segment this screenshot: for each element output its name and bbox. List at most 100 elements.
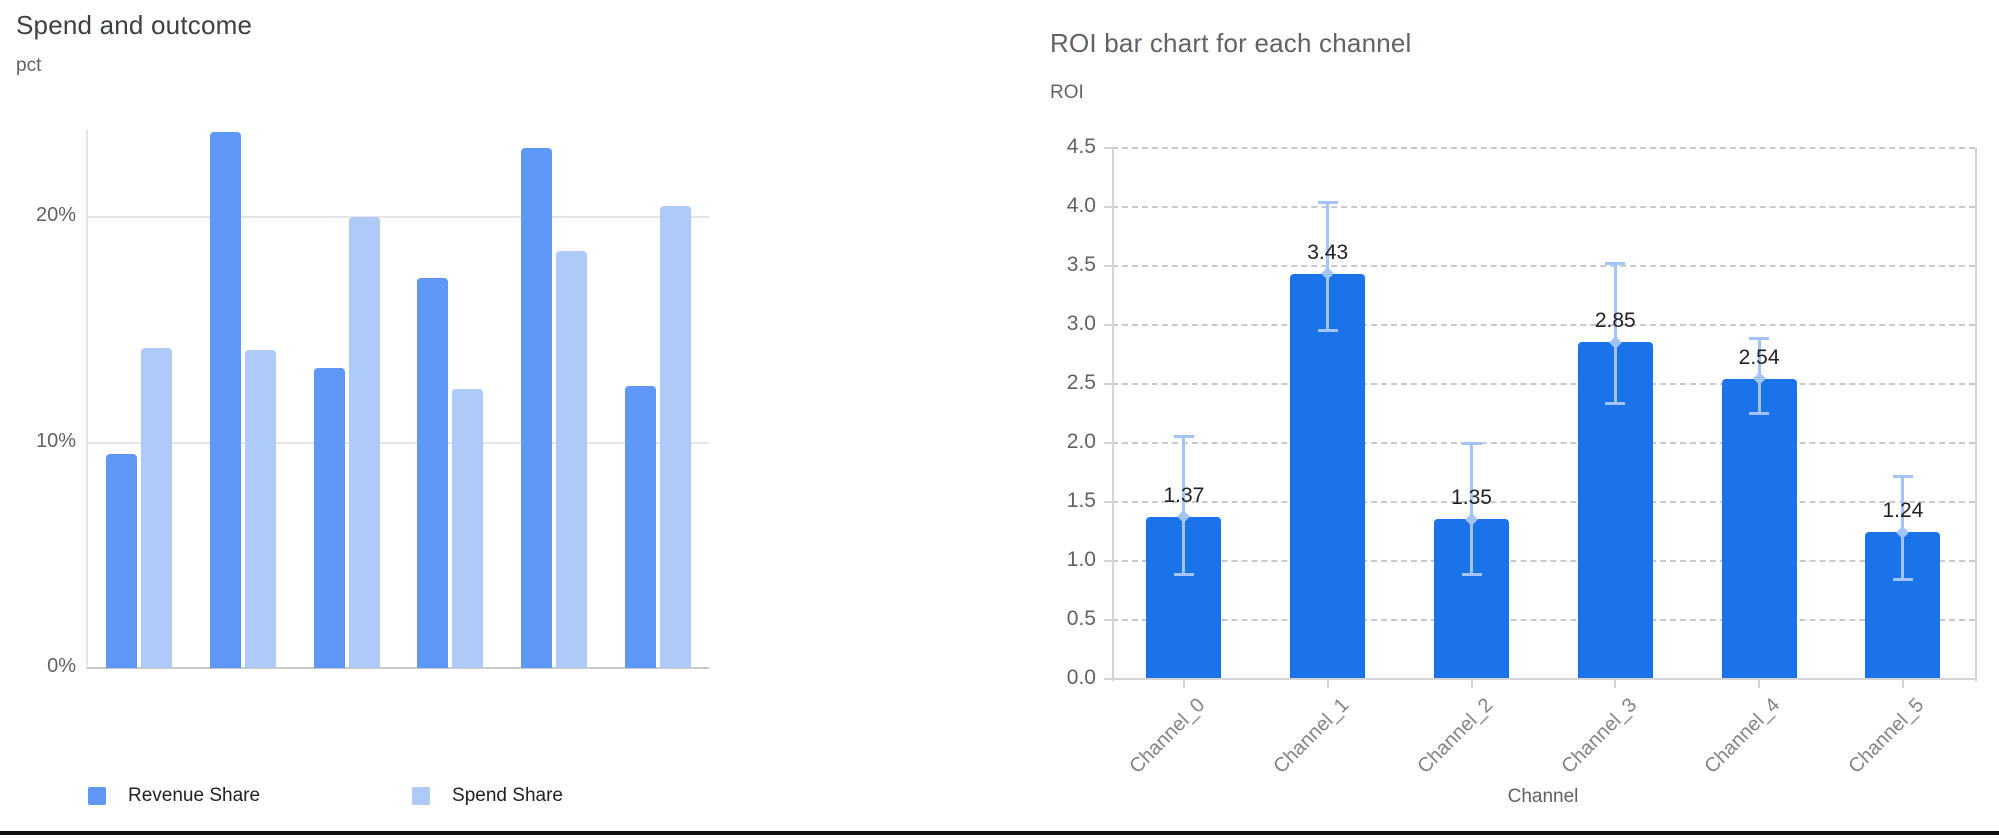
left-gridline-0% bbox=[86, 667, 709, 669]
legend-label-revenue-share: Revenue Share bbox=[128, 785, 261, 806]
right-chart-x-axis-title: Channel bbox=[1507, 786, 1579, 807]
right-x-tick-label-channel_3: Channel_3 bbox=[1556, 694, 1641, 778]
right-y-tick-label: 4.0 bbox=[1066, 193, 1096, 217]
right-y-tick-label: 0.5 bbox=[1066, 606, 1096, 630]
roi-error-cap-bottom-channel_0 bbox=[1173, 573, 1194, 577]
left-y-axis-line bbox=[86, 130, 88, 668]
roi-error-cap-bottom-channel_1 bbox=[1317, 328, 1338, 332]
right-x-tickmark-channel_5 bbox=[1901, 679, 1904, 688]
left-chart-title: Spend and outcome bbox=[16, 10, 252, 41]
roi-value-label-channel_0: 1.37 bbox=[1163, 483, 1205, 507]
right-y-tick-label: 3.0 bbox=[1066, 311, 1096, 335]
roi-error-cap-top-channel_1 bbox=[1317, 201, 1338, 205]
right-x-tickmark-channel_4 bbox=[1758, 679, 1761, 688]
right-gridline-2.0 bbox=[1112, 441, 1975, 444]
roi-error-line-channel_0 bbox=[1182, 436, 1186, 575]
legend-swatch-spend-share bbox=[412, 787, 431, 805]
left-bar-spend-share-channel_2 bbox=[348, 217, 380, 668]
right-plot-right-spine bbox=[1975, 147, 1977, 681]
bottom-border-line bbox=[0, 831, 1999, 835]
right-gridline-3.5 bbox=[1112, 264, 1975, 267]
roi-error-line-channel_1 bbox=[1326, 202, 1330, 331]
right-y-tick-label: 1.5 bbox=[1066, 488, 1096, 512]
roi-value-label-channel_1: 3.43 bbox=[1307, 240, 1349, 264]
roi-value-label-channel_5: 1.24 bbox=[1882, 499, 1924, 523]
right-y-tickmark-3.0 bbox=[1104, 323, 1112, 326]
right-plot-left-spine bbox=[1112, 147, 1114, 681]
roi-value-label-channel_4: 2.54 bbox=[1738, 345, 1780, 369]
left-chart-y-unit-label: pct bbox=[16, 55, 42, 76]
left-chart-plot-area: 0%10%20%Channel_0Channel_1Channel_2Chann… bbox=[35, 130, 709, 677]
right-y-tickmark-1.0 bbox=[1104, 559, 1112, 562]
right-y-tick-label: 4.5 bbox=[1066, 134, 1096, 158]
left-bar-revenue-share-channel_2 bbox=[313, 368, 345, 668]
roi-error-cap-bottom-channel_4 bbox=[1749, 411, 1770, 415]
right-y-tick-label: 2.5 bbox=[1066, 370, 1096, 394]
right-x-tick-label-channel_4: Channel_4 bbox=[1700, 694, 1785, 778]
right-x-tickmark-channel_0 bbox=[1182, 679, 1185, 688]
right-y-tick-label: 2.0 bbox=[1066, 429, 1096, 453]
right-x-tickmark-channel_2 bbox=[1470, 679, 1473, 688]
left-y-tick-label: 10% bbox=[35, 429, 76, 452]
left-bar-spend-share-channel_0 bbox=[141, 348, 172, 668]
right-chart-title: ROI bar chart for each channel bbox=[1050, 28, 1412, 59]
right-y-tickmark-2.5 bbox=[1104, 382, 1112, 385]
right-y-tick-label: 0.0 bbox=[1066, 665, 1096, 689]
roi-bar-channel_1 bbox=[1290, 273, 1366, 679]
right-gridline-0.5 bbox=[1112, 618, 1975, 621]
roi-bar-channel_4 bbox=[1721, 378, 1797, 679]
left-bar-spend-share-channel_3 bbox=[452, 388, 484, 668]
right-y-tickmark-2.0 bbox=[1104, 441, 1112, 444]
right-plot-bottom-spine bbox=[1112, 677, 1977, 680]
roi-error-cap-bottom-channel_2 bbox=[1461, 573, 1482, 577]
right-chart-title-text: ROI bar chart for each channel bbox=[1050, 28, 1412, 58]
right-y-tickmark-0.0 bbox=[1104, 677, 1112, 680]
left-bar-spend-share-channel_5 bbox=[660, 206, 691, 668]
right-y-tickmark-4.5 bbox=[1104, 146, 1112, 149]
roi-value-label-channel_3: 2.85 bbox=[1594, 309, 1636, 333]
left-gridline-10% bbox=[86, 441, 709, 444]
left-gridline-20% bbox=[86, 216, 709, 219]
roi-error-line-channel_2 bbox=[1470, 443, 1473, 575]
left-bar-revenue-share-channel_3 bbox=[417, 278, 449, 668]
left-bar-revenue-share-channel_4 bbox=[521, 147, 553, 668]
right-y-tickmark-0.5 bbox=[1104, 618, 1112, 621]
roi-error-cap-bottom-channel_5 bbox=[1892, 577, 1913, 581]
right-gridline-1.5 bbox=[1112, 500, 1975, 503]
roi-error-cap-top-channel_2 bbox=[1461, 442, 1482, 446]
left-bar-spend-share-channel_4 bbox=[556, 251, 588, 668]
left-bar-revenue-share-channel_5 bbox=[625, 386, 656, 668]
right-y-tick-label: 1.0 bbox=[1066, 547, 1096, 571]
left-chart-title-text: Spend and outcome bbox=[16, 10, 253, 40]
right-x-tickmark-channel_3 bbox=[1614, 679, 1617, 688]
left-bar-spend-share-channel_1 bbox=[244, 350, 276, 668]
right-x-tick-label-channel_0: Channel_0 bbox=[1125, 694, 1210, 778]
right-gridline-3.0 bbox=[1112, 323, 1975, 326]
right-y-tickmark-3.5 bbox=[1104, 264, 1112, 267]
roi-error-cap-bottom-channel_3 bbox=[1605, 402, 1626, 406]
roi-error-line-channel_3 bbox=[1613, 263, 1617, 404]
roi-error-cap-top-channel_0 bbox=[1173, 435, 1194, 439]
right-y-tick-label: 3.5 bbox=[1066, 252, 1096, 276]
right-chart-y-unit-label: ROI bbox=[1050, 82, 1084, 103]
roi-error-cap-top-channel_3 bbox=[1605, 261, 1626, 265]
right-gridline-2.5 bbox=[1112, 382, 1975, 385]
right-x-tick-label-channel_1: Channel_1 bbox=[1269, 694, 1354, 778]
right-gridline-4.0 bbox=[1112, 205, 1975, 208]
left-y-tick-label: 0% bbox=[47, 655, 76, 677]
roi-value-label-channel_2: 1.35 bbox=[1451, 486, 1492, 510]
left-bar-revenue-share-channel_1 bbox=[209, 131, 241, 668]
roi-error-cap-top-channel_5 bbox=[1892, 475, 1913, 479]
left-bar-revenue-share-channel_0 bbox=[106, 453, 137, 668]
right-gridline-1.0 bbox=[1112, 559, 1975, 562]
roi-error-cap-top-channel_4 bbox=[1749, 337, 1770, 341]
right-x-tick-label-channel_5: Channel_5 bbox=[1844, 694, 1929, 778]
right-y-tickmark-4.0 bbox=[1104, 205, 1112, 208]
right-x-tickmark-channel_1 bbox=[1326, 679, 1329, 688]
left-chart-legend: Revenue Share Spend Share bbox=[88, 785, 703, 807]
left-y-tick-label: 20% bbox=[35, 204, 76, 227]
right-gridline-4.5 bbox=[1112, 146, 1975, 149]
right-y-tickmark-1.5 bbox=[1104, 500, 1112, 503]
